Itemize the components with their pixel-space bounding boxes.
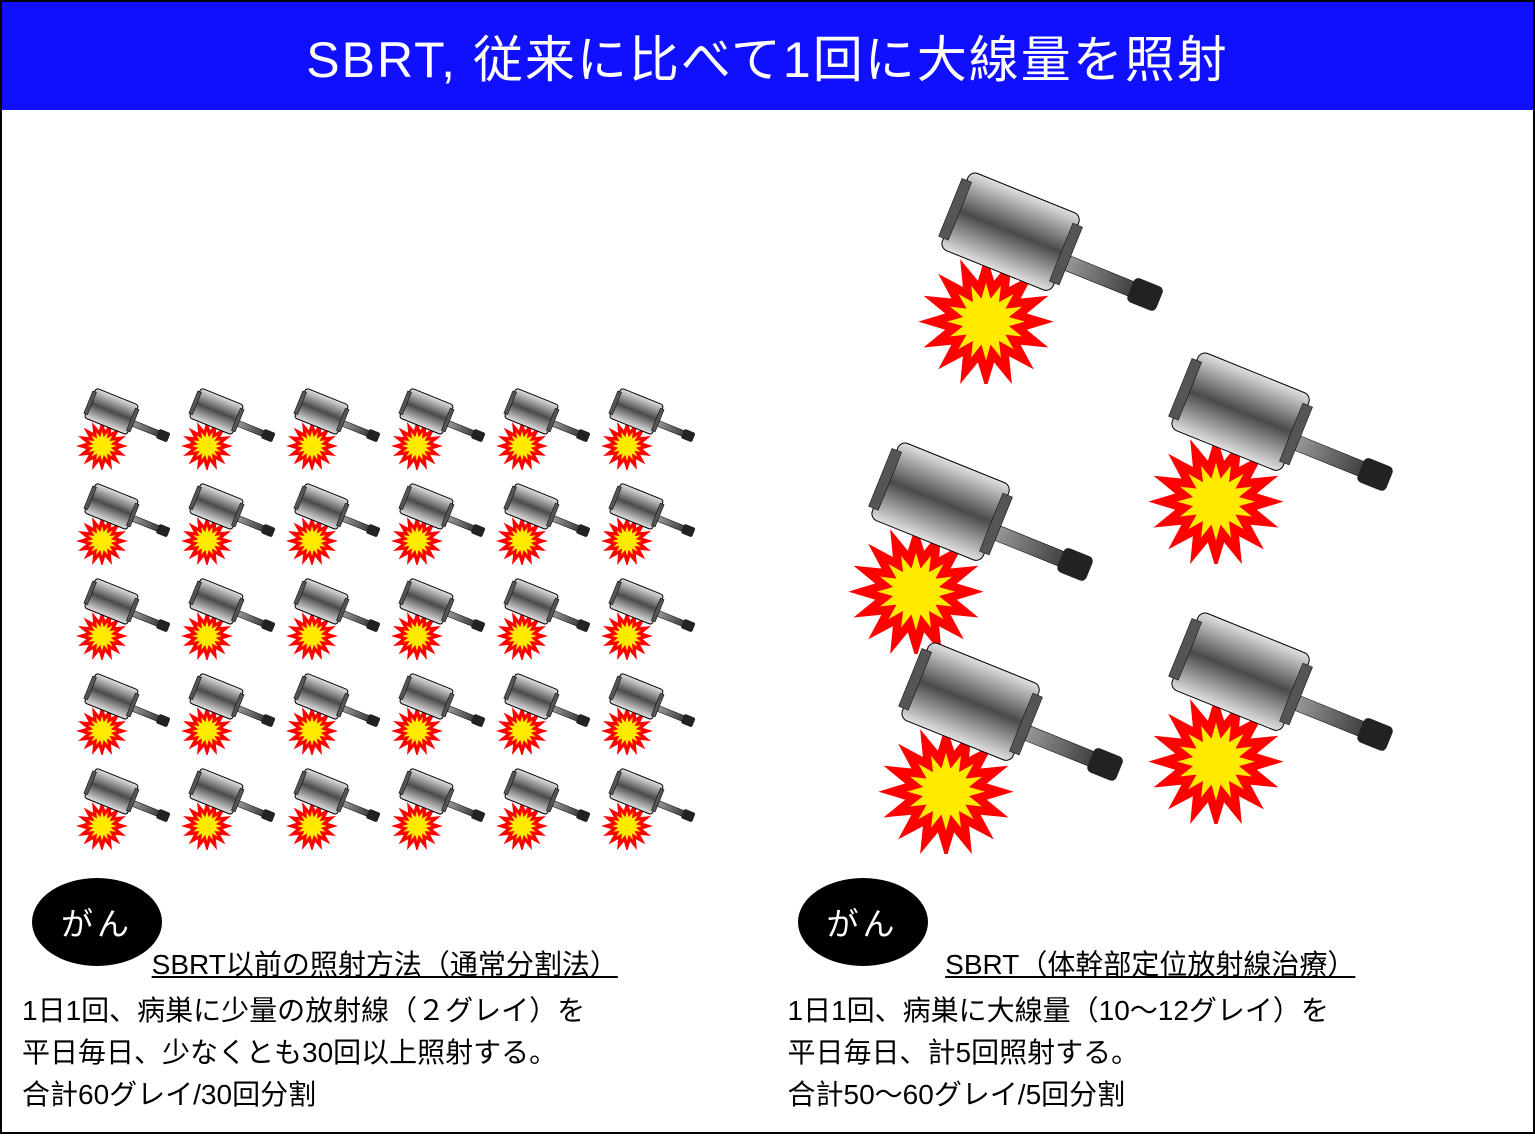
hammer-icon [282, 475, 382, 565]
hammer-icon [492, 760, 592, 850]
hammer-icon [282, 380, 382, 470]
hammer-icon [72, 665, 172, 755]
hammer-large [908, 150, 1168, 389]
hammer-small [282, 665, 387, 760]
hammer-icon [597, 760, 697, 850]
hammer-grid-conventional [72, 380, 702, 855]
hammer-icon [908, 150, 1168, 384]
hammer-icon [1138, 330, 1398, 564]
cancer-label: がん [61, 899, 133, 945]
caption-left: SBRT以前の照射方法（通常分割法） 1日1回、病巣に少量の放射線（２グレイ）を… [22, 944, 748, 1116]
hammer-small [177, 665, 282, 760]
hammer-small [177, 760, 282, 855]
hammer-icon [177, 380, 277, 470]
hammer-small [492, 475, 597, 570]
hammer-icon [492, 570, 592, 660]
hammer-icon [597, 665, 697, 755]
hammer-icon [177, 665, 277, 755]
hammer-small [387, 475, 492, 570]
hammer-icon [597, 570, 697, 660]
hammer-icon [492, 380, 592, 470]
hammer-icon [1138, 590, 1398, 824]
hammer-small [492, 760, 597, 855]
hammer-small [492, 380, 597, 475]
hammer-icon [177, 570, 277, 660]
hammer-large [868, 620, 1128, 859]
hammer-small [72, 380, 177, 475]
hammer-icon [177, 760, 277, 850]
hammer-small [597, 380, 702, 475]
hammer-icon [387, 760, 487, 850]
hammer-icon [177, 475, 277, 565]
hammer-icon [387, 380, 487, 470]
hammer-icon [282, 570, 382, 660]
hammer-small [387, 760, 492, 855]
hammer-icon [387, 665, 487, 755]
hammer-icon [492, 665, 592, 755]
caption-right: SBRT（体幹部定位放射線治療） 1日1回、病巣に大線量（10〜12グレイ）を … [788, 944, 1514, 1116]
hammer-grid-sbrt [808, 140, 1438, 840]
hammer-icon [597, 475, 697, 565]
hammer-small [177, 570, 282, 665]
title-bar: SBRT, 従来に比べて1回に大線量を照射 [2, 2, 1533, 110]
hammer-small [282, 570, 387, 665]
columns: がん SBRT以前の照射方法（通常分割法） 1日1回、病巣に少量の放射線（２グレ… [2, 110, 1533, 1140]
slide: SBRT, 従来に比べて1回に大線量を照射 [0, 0, 1535, 1134]
hammer-small [597, 760, 702, 855]
hammer-small [72, 665, 177, 760]
hammer-small [72, 760, 177, 855]
caption-body: 1日1回、病巣に大線量（10〜12グレイ）を 平日毎日、計5回照射する。 合計5… [788, 995, 1329, 1110]
hammer-small [177, 380, 282, 475]
hammer-small [282, 380, 387, 475]
hammer-small [387, 570, 492, 665]
hammer-icon [282, 665, 382, 755]
caption-heading: SBRT（体幹部定位放射線治療） [788, 944, 1514, 986]
hammer-small [597, 475, 702, 570]
hammer-small [492, 570, 597, 665]
hammer-small [177, 475, 282, 570]
hammer-small [72, 570, 177, 665]
hammer-small [387, 380, 492, 475]
hammer-small [597, 570, 702, 665]
hammer-icon [72, 760, 172, 850]
cancer-label: がん [826, 899, 898, 945]
caption-heading: SBRT以前の照射方法（通常分割法） [22, 944, 748, 986]
hammer-small [282, 475, 387, 570]
hammer-icon [387, 570, 487, 660]
hammer-small [597, 665, 702, 760]
hammer-icon [838, 420, 1098, 654]
hammer-icon [492, 475, 592, 565]
right-column: がん SBRT（体幹部定位放射線治療） 1日1回、病巣に大線量（10〜12グレイ… [768, 110, 1534, 1140]
hammer-small [282, 760, 387, 855]
hammer-icon [597, 380, 697, 470]
hammer-icon [282, 760, 382, 850]
hammer-large [1138, 330, 1398, 569]
hammer-small [387, 665, 492, 760]
hammer-icon [72, 380, 172, 470]
caption-body: 1日1回、病巣に少量の放射線（２グレイ）を 平日毎日、少なくとも30回以上照射す… [22, 995, 585, 1110]
hammer-small [72, 475, 177, 570]
hammer-large [1138, 590, 1398, 829]
hammer-icon [72, 475, 172, 565]
left-column: がん SBRT以前の照射方法（通常分割法） 1日1回、病巣に少量の放射線（２グレ… [2, 110, 768, 1140]
hammer-icon [72, 570, 172, 660]
hammer-icon [387, 475, 487, 565]
hammer-small [492, 665, 597, 760]
hammer-icon [868, 620, 1128, 854]
